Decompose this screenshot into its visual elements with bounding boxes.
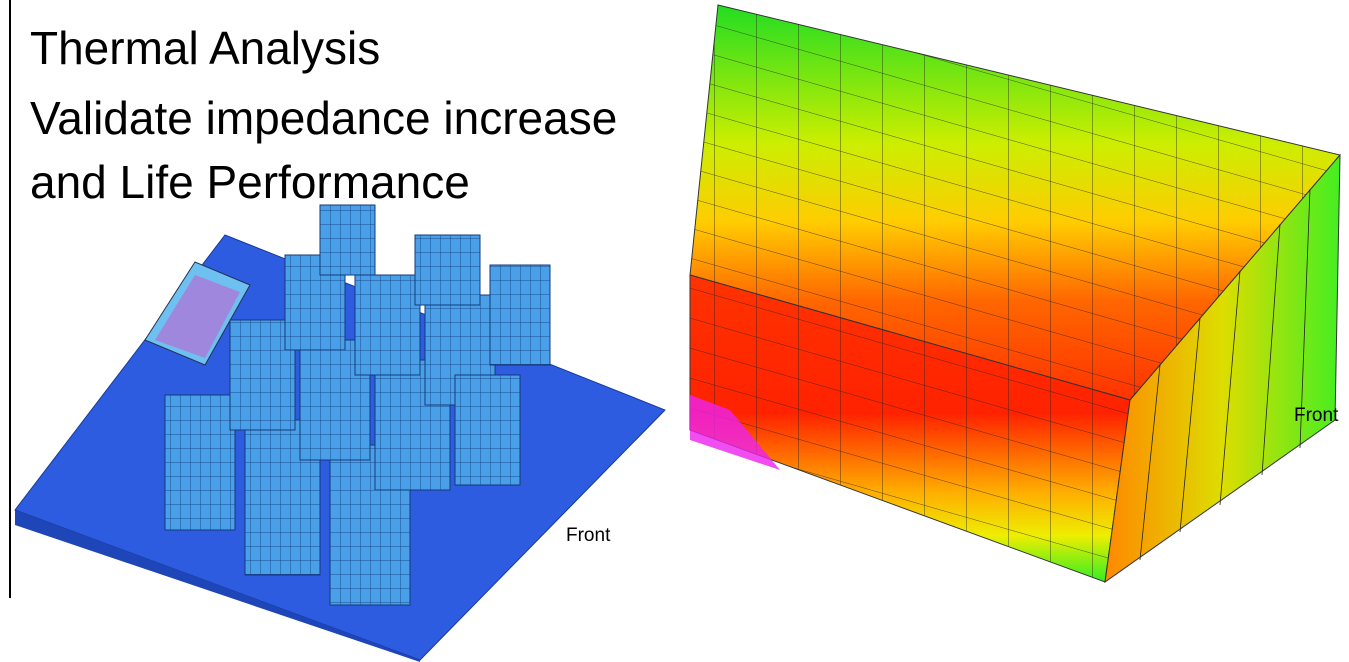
slide: Thermal Analysis Validate impedance incr… (0, 0, 1349, 662)
title-line: and Life Performance (30, 154, 470, 210)
figure-label: Front (566, 525, 610, 547)
title-line: Validate impedance increase (30, 90, 617, 146)
figure-label: Front (1294, 405, 1338, 427)
title-line: Thermal Analysis (30, 20, 380, 76)
